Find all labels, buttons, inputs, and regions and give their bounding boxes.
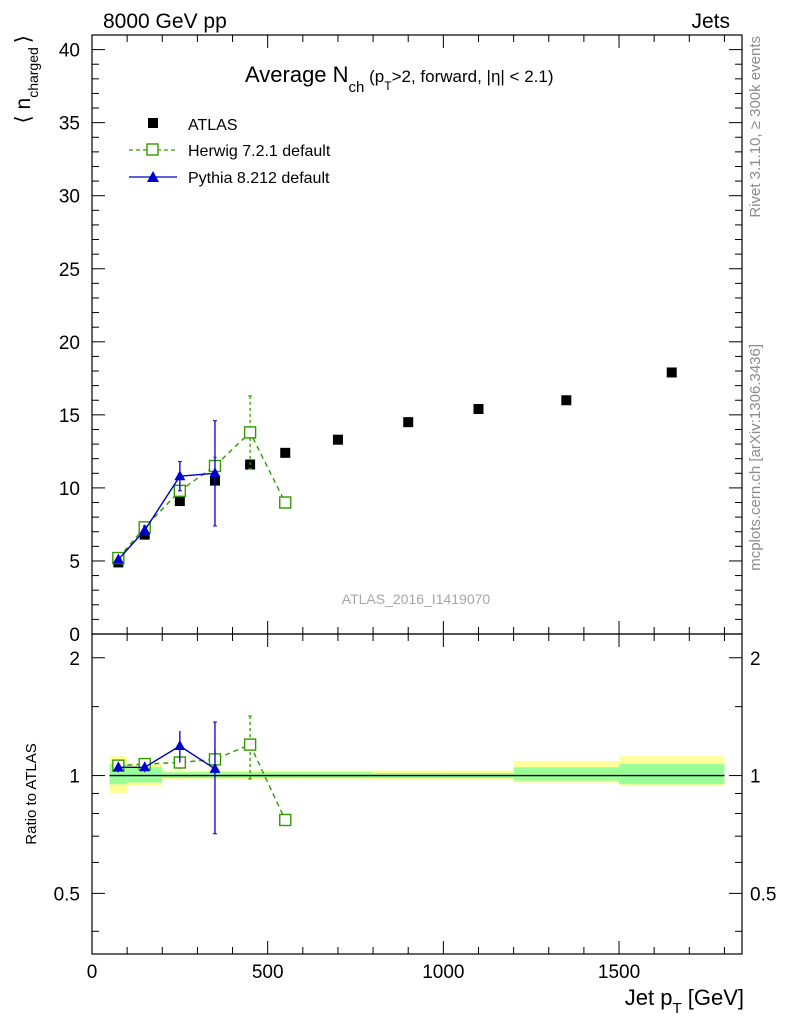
legend-pythia-marker xyxy=(147,171,159,182)
ratio-tick-label-right: 0.5 xyxy=(750,884,776,905)
y-tick-label: 15 xyxy=(59,406,80,427)
rivet-side-label: Rivet 3.1.10, ≥ 300k events xyxy=(747,36,764,218)
y-tick-label: 40 xyxy=(59,41,80,62)
x-tick-label: 0 xyxy=(87,962,98,983)
ratio-band-inner-10 xyxy=(619,764,725,785)
ratio-tick-label-left: 0.5 xyxy=(54,884,80,905)
pythia-main-point xyxy=(209,467,221,478)
ratio-tick-label-left: 1 xyxy=(69,767,80,788)
y-tick-label: 30 xyxy=(59,187,80,208)
pythia-main-line xyxy=(117,472,216,560)
legend-atlas-marker xyxy=(148,118,158,128)
y-tick-label: 35 xyxy=(59,114,80,135)
atlas-point xyxy=(561,395,572,406)
title-open-sub: T xyxy=(384,79,392,93)
ratio-y-axis-label: Ratio to ATLAS xyxy=(23,743,40,844)
legend: ATLAS Herwig 7.2.1 default Pythia 8.212 … xyxy=(129,117,331,187)
chart-title: Average Nch (pT>2, forward, |η| < 2.1) xyxy=(245,62,554,96)
energy-label: 8000 GeV pp xyxy=(103,10,227,33)
ratio-tick-label-right: 2 xyxy=(750,649,761,670)
tick-labels: 0 500 1000 1500 0 5 10 15 20 25 30 35 40 0.5 0.5 1 1 2 2 xyxy=(54,41,777,983)
atlas-point xyxy=(666,367,677,378)
ratio-tick-label-left: 2 xyxy=(69,649,80,670)
y-tick-label: 5 xyxy=(69,552,80,573)
legend-herwig-label: Herwig 7.2.1 default xyxy=(188,143,331,160)
herwig-main-point xyxy=(279,496,292,509)
pythia-main-point xyxy=(112,553,124,564)
y-label-sub: charged xyxy=(25,47,41,98)
legend-herwig-marker xyxy=(146,143,159,156)
x-tick-label: 1000 xyxy=(422,962,464,983)
data-marks xyxy=(112,367,677,835)
x-label-main: Jet p xyxy=(625,985,673,1010)
mcplots-side-label: mcplots.cern.ch [arXiv:1306.3436] xyxy=(747,344,764,571)
atlas-point xyxy=(174,496,185,507)
y-tick-label: 20 xyxy=(59,333,80,354)
x-axis-label: Jet pT [GeV] xyxy=(625,985,744,1017)
pythia-ratio-point xyxy=(139,761,151,772)
x-label-unit: [GeV] xyxy=(682,985,744,1010)
y-axis-label: ⟨ ncharged ⟩ xyxy=(12,35,41,124)
pythia-ratio-point xyxy=(209,762,221,773)
herwig-main-point xyxy=(243,426,257,439)
x-tick-label: 1500 xyxy=(598,962,640,983)
y-label-main: ⟨ n xyxy=(12,98,35,124)
axis-ticks xyxy=(91,34,742,954)
title-main: Average N xyxy=(245,62,349,87)
title-rest: >2, forward, |η| < 2.1) xyxy=(392,67,554,86)
herwig-ratio-point xyxy=(279,813,292,827)
y-tick-label: 25 xyxy=(59,260,80,281)
ratio-tick-label-right: 1 xyxy=(750,767,761,788)
title-main-sub: ch xyxy=(349,79,365,96)
y-tick-label: 10 xyxy=(59,479,80,500)
pythia-ratio-point xyxy=(174,740,186,750)
ratio-frame-border xyxy=(91,633,743,955)
atlas-point xyxy=(280,447,291,458)
process-label: Jets xyxy=(691,10,730,33)
pythia-ratio-point xyxy=(112,761,124,772)
atlas-point xyxy=(473,404,484,415)
herwig-main-line xyxy=(117,431,286,559)
atlas-point xyxy=(403,417,414,428)
x-tick-label: 500 xyxy=(252,962,284,983)
legend-pythia-label: Pythia 8.212 default xyxy=(188,170,330,187)
pythia-ratio-line xyxy=(118,745,216,770)
pythia-main-point xyxy=(139,524,151,535)
herwig-ratio-point xyxy=(243,738,257,751)
x-label-sub: T xyxy=(672,1000,681,1017)
y-tick-label: 0 xyxy=(69,625,80,646)
ratio-plot-frame xyxy=(91,633,743,955)
title-open: (p xyxy=(364,67,384,86)
pythia-main-point xyxy=(174,470,186,481)
atlas-point xyxy=(332,434,343,445)
y-label-close: ⟩ xyxy=(12,35,35,43)
ratio-band-inner-9 xyxy=(513,767,620,781)
legend-atlas-label: ATLAS xyxy=(188,117,238,134)
analysis-watermark: ATLAS_2016_I1419070 xyxy=(342,591,491,607)
ratio-uncertainty-band xyxy=(109,756,725,794)
